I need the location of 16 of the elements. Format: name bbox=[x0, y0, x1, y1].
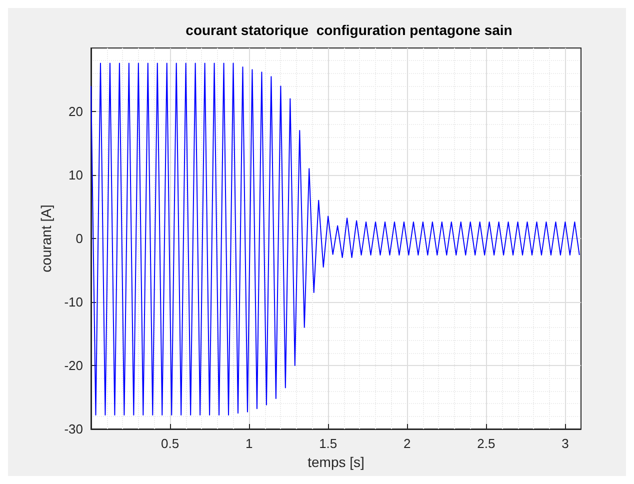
y-tick-label: -20 bbox=[64, 358, 83, 373]
y-tick-label: 20 bbox=[68, 104, 83, 119]
x-tick-label: 1 bbox=[245, 436, 253, 451]
y-tick-label: -10 bbox=[64, 294, 83, 310]
x-tick-label: 2.5 bbox=[477, 436, 496, 451]
y-tick-label: 10 bbox=[68, 168, 83, 182]
y-tick-label: 0 bbox=[76, 231, 83, 246]
x-tick-label: 3 bbox=[562, 436, 569, 451]
x-tick-label: 2 bbox=[404, 436, 411, 451]
y-tick-label: -30 bbox=[64, 422, 83, 436]
chart-title: courant statorique configuration pentagone sain bbox=[186, 22, 512, 38]
x-tick-label: 0.5 bbox=[160, 436, 180, 451]
line-series bbox=[90, 62, 580, 416]
x-tick-label: 1.5 bbox=[319, 436, 338, 451]
x-axis-title: temps [s] bbox=[308, 454, 364, 470]
y-axis-title: courant [A] bbox=[38, 204, 54, 272]
